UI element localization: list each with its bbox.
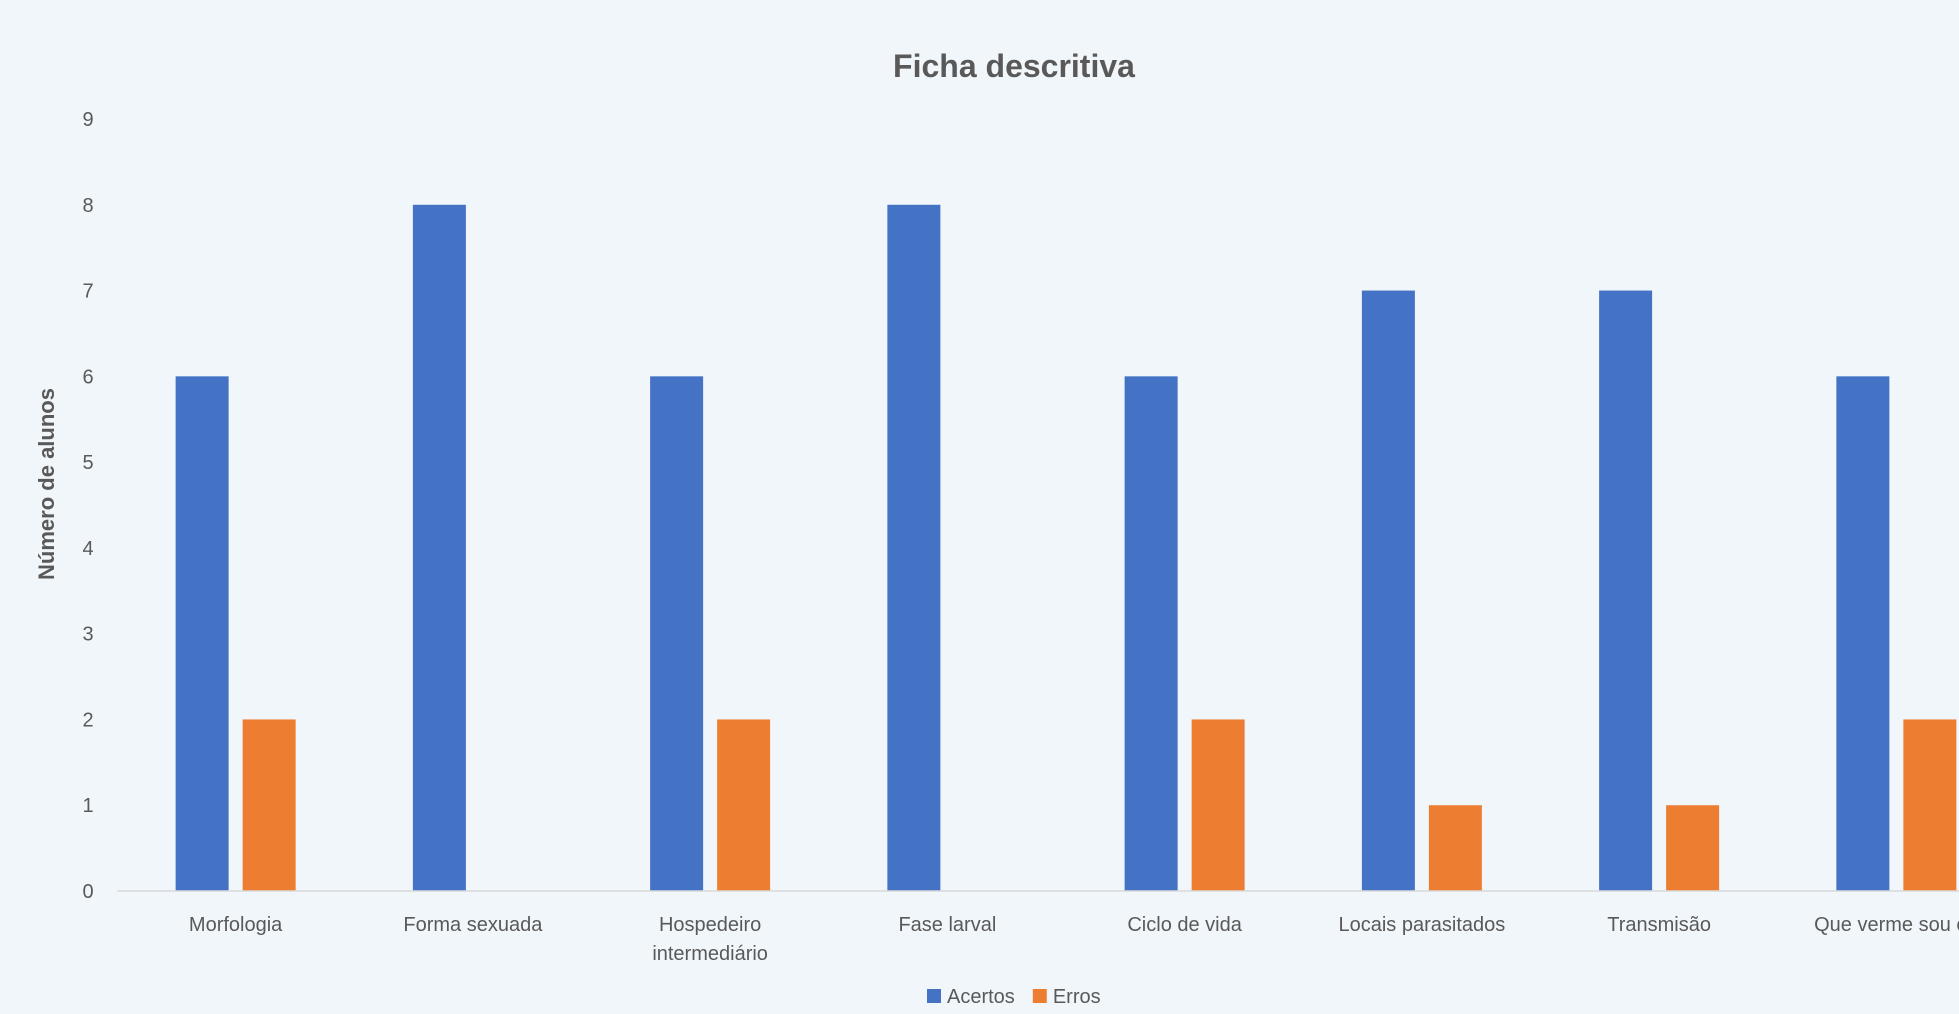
- bar-erros-2: [717, 719, 771, 891]
- y-tick-label: 6: [82, 366, 93, 388]
- x-tick-label-line: Ciclo de vida: [1127, 914, 1242, 936]
- bar-erros-5: [1428, 805, 1482, 891]
- x-tick-label: Morfologia: [189, 914, 283, 936]
- bar-acertos-4: [1124, 376, 1178, 891]
- y-tick-label: 5: [82, 452, 93, 474]
- bar-acertos-6: [1599, 290, 1653, 891]
- bar-erros-6: [1666, 805, 1720, 891]
- bar-acertos-2: [650, 376, 704, 891]
- x-tick-label: Fase larval: [898, 914, 996, 936]
- x-tick-label: Que verme sou eu: [1814, 914, 1959, 936]
- y-tick-label: 2: [82, 709, 93, 731]
- x-tick-label-line: Morfologia: [189, 914, 283, 936]
- y-axis-label: Número de alunos: [34, 388, 59, 580]
- x-tick-label-line: Forma sexuada: [403, 914, 543, 936]
- bar-acertos-3: [887, 204, 941, 891]
- legend: Acertos Erros: [927, 986, 1101, 1008]
- y-axis-ticks: 0 1 2 3 4 5 6 7 8 9: [82, 109, 93, 903]
- y-tick-label: 9: [82, 109, 93, 131]
- x-tick-label: Hospedeiro intermediário: [652, 914, 768, 965]
- x-tick-label-line: intermediário: [652, 943, 768, 965]
- legend-swatch-acertos: [927, 989, 941, 1003]
- bar-erros-0: [242, 719, 296, 891]
- bar-erros-7: [1903, 719, 1957, 891]
- bar-acertos-5: [1361, 290, 1415, 891]
- legend-label-erros: Erros: [1053, 986, 1101, 1008]
- y-tick-label: 0: [82, 881, 93, 903]
- legend-swatch-erros: [1032, 989, 1047, 1003]
- bar-erros-4: [1191, 719, 1245, 891]
- y-tick-label: 4: [82, 538, 93, 560]
- x-tick-label-line: Locais parasitados: [1338, 914, 1505, 936]
- bars: [175, 204, 1957, 891]
- y-tick-label: 7: [82, 281, 93, 303]
- bar-acertos-1: [412, 204, 466, 891]
- bar-acertos-0: [175, 376, 229, 891]
- x-tick-label: Forma sexuada: [403, 914, 543, 936]
- x-tick-label: Transmisão: [1607, 914, 1711, 936]
- x-tick-label-line: Hospedeiro: [659, 914, 761, 936]
- legend-label-acertos: Acertos: [947, 986, 1015, 1008]
- x-axis-labels: Morfologia Forma sexuada Hospedeiro interme…: [189, 914, 1959, 965]
- x-tick-label-line: Fase larval: [898, 914, 996, 936]
- x-tick-label-line: Que verme sou eu: [1814, 914, 1959, 936]
- y-tick-label: 3: [82, 624, 93, 646]
- x-tick-label: Locais parasitados: [1338, 914, 1505, 936]
- x-tick-label-line: Transmisão: [1607, 914, 1711, 936]
- y-tick-label: 8: [82, 195, 93, 217]
- x-tick-label: Ciclo de vida: [1127, 914, 1242, 936]
- bar-acertos-7: [1836, 376, 1890, 891]
- y-tick-label: 1: [82, 795, 93, 817]
- chart-title: Ficha descritiva: [893, 48, 1135, 84]
